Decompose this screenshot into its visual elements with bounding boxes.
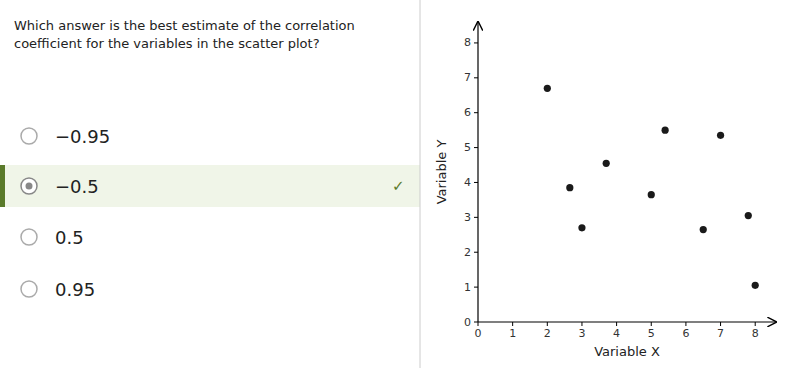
x-tick-label: 0: [475, 327, 482, 340]
scatter-point: [717, 132, 724, 139]
y-tick: [474, 112, 478, 113]
radio-dot: [26, 183, 33, 190]
scatter-point: [752, 282, 759, 289]
selected-row: [0, 165, 420, 207]
scatter-point: [700, 226, 707, 233]
radio[interactable]: [21, 281, 37, 297]
y-tick-label: 6: [464, 106, 471, 119]
option-text: −0.5: [55, 176, 99, 197]
y-tick: [474, 252, 478, 253]
y-tick: [474, 147, 478, 148]
y-tick-label: 7: [464, 71, 471, 84]
x-axis-label: Variable X: [594, 344, 660, 359]
radio[interactable]: [21, 128, 37, 144]
option-text: −0.95: [55, 126, 110, 147]
y-tick: [474, 77, 478, 78]
selected-border: [0, 165, 5, 207]
radio[interactable]: [21, 229, 37, 245]
x-tick: [616, 322, 617, 326]
y-tick: [474, 287, 478, 288]
radio[interactable]: [21, 178, 37, 194]
divider: [420, 0, 421, 368]
y-tick-label: 4: [464, 176, 471, 189]
scatter-point: [544, 85, 551, 92]
option[interactable]: 0.95: [21, 279, 95, 300]
y-tick-label: 1: [464, 281, 471, 294]
option-text: 0.95: [55, 279, 95, 300]
x-tick-label: 3: [578, 327, 585, 340]
x-axis-line: [478, 321, 776, 322]
x-tick-label: 4: [613, 327, 620, 340]
x-tick: [685, 322, 686, 326]
y-tick-label: 8: [464, 36, 471, 49]
scatter-point: [603, 160, 610, 167]
y-axis-line: [477, 22, 478, 322]
option-text: 0.5: [55, 227, 84, 248]
page: Which answer is the best estimate of the…: [0, 0, 800, 368]
x-tick: [581, 322, 582, 326]
y-tick-label: 0: [464, 316, 471, 329]
x-tick: [755, 322, 756, 326]
x-tick: [478, 322, 479, 326]
y-tick-label: 3: [464, 211, 471, 224]
x-tick-label: 6: [682, 327, 689, 340]
y-axis-label: Variable Y: [434, 140, 449, 205]
x-tick-label: 8: [752, 327, 759, 340]
option[interactable]: −0.5 ✓: [0, 165, 420, 207]
scatter-point: [662, 127, 669, 134]
option[interactable]: −0.95: [21, 126, 110, 147]
x-tick: [512, 322, 513, 326]
x-tick-label: 2: [544, 327, 551, 340]
y-tick: [474, 42, 478, 43]
x-tick: [720, 322, 721, 326]
y-tick: [474, 322, 478, 323]
x-tick: [547, 322, 548, 326]
x-tick-label: 7: [717, 327, 724, 340]
x-tick-label: 1: [509, 327, 516, 340]
y-tick: [474, 182, 478, 183]
x-tick: [651, 322, 652, 326]
y-tick-label: 2: [464, 246, 471, 259]
question-text: Which answer is the best estimate of the…: [14, 18, 355, 51]
question-line: coefficient for the variables in the sca…: [14, 36, 320, 51]
scatter-point: [578, 224, 585, 231]
y-tick-label: 5: [464, 141, 471, 154]
question-line: Which answer is the best estimate of the…: [14, 18, 355, 33]
check-mark: ✓: [392, 177, 405, 195]
y-tick: [474, 217, 478, 218]
scatter-point: [745, 212, 752, 219]
x-tick-label: 5: [648, 327, 655, 340]
scatter-point: [648, 191, 655, 198]
scatter-point: [566, 184, 573, 191]
points: [544, 85, 759, 289]
option[interactable]: 0.5: [21, 227, 84, 248]
